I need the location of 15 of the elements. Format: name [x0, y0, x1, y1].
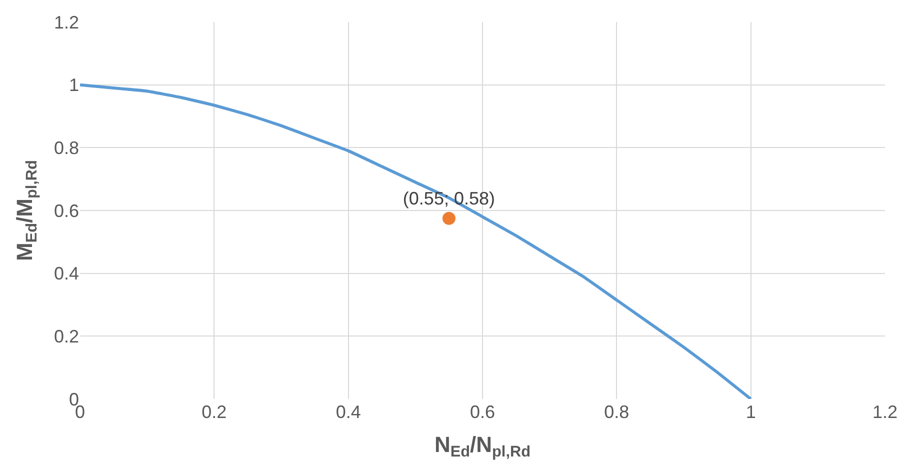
y-tick-label: 0.8 — [54, 138, 79, 158]
x-tick-label: 1.2 — [872, 402, 898, 422]
x-axis-title: N$_{Ed}$/N$_{pl,Rd}$ — [434, 432, 531, 461]
y-tick-label: 0.4 — [54, 264, 79, 284]
x-tick-label: 0.8 — [604, 402, 630, 422]
x-tick-label: 0.4 — [336, 402, 361, 422]
data-label: (0.55; 0.58) — [402, 188, 495, 209]
y-tick-label: 1 — [68, 75, 79, 96]
x-tick-label: 0.6 — [470, 402, 496, 422]
x-tick-label: 1 — [746, 402, 756, 422]
x-tick-label: 0.2 — [202, 402, 227, 422]
line-series — [80, 83, 752, 399]
y-tick-label: 0.6 — [54, 200, 79, 221]
y-tick-label: 0.2 — [54, 326, 79, 346]
y-tick-label: 1.2 — [54, 12, 79, 32]
